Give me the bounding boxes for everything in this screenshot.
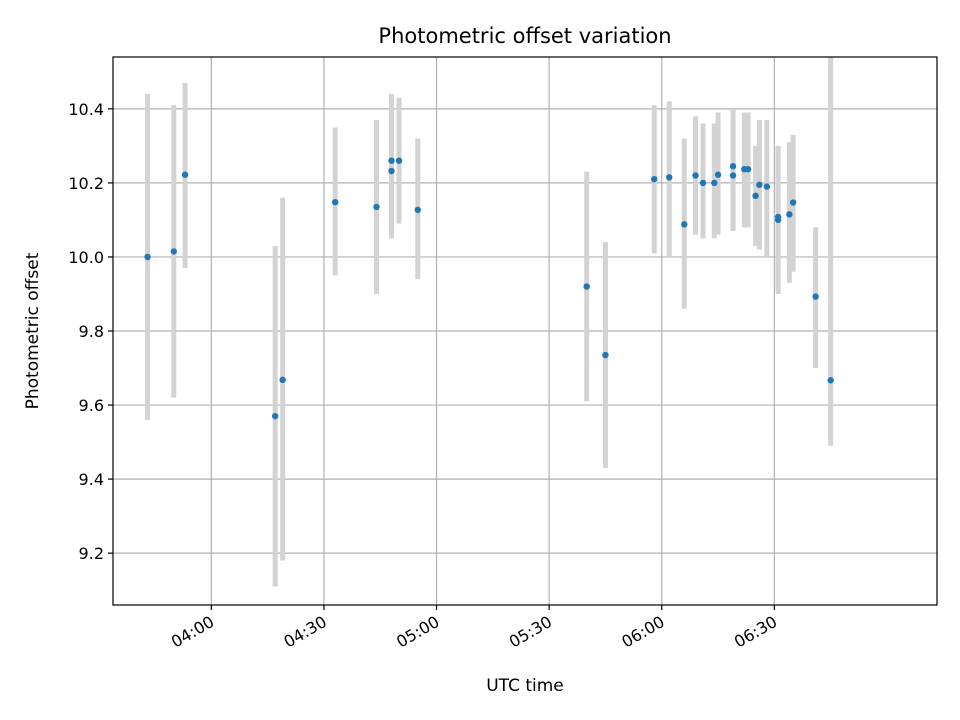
data-point <box>763 183 771 190</box>
data-point <box>789 199 797 206</box>
grid-lines <box>113 57 937 605</box>
data-point <box>827 377 834 384</box>
y-axis-label: Photometric offset <box>23 252 43 409</box>
x-tick-label: 06:00 <box>618 612 667 652</box>
data-point <box>714 171 722 178</box>
data-point <box>711 179 718 187</box>
data-point <box>388 157 395 164</box>
data-point <box>752 192 759 200</box>
x-ticks: 04:00 04:30 05:00 05:30 06:00 06:30 <box>168 605 780 652</box>
data-point <box>279 376 286 384</box>
data-point <box>666 174 673 181</box>
data-point <box>388 167 395 175</box>
data-point <box>756 181 763 188</box>
data-point <box>602 351 609 359</box>
data-point <box>812 293 819 300</box>
y-tick-label: 10.0 <box>68 248 104 267</box>
data-point <box>729 172 737 179</box>
data-point <box>583 283 590 290</box>
data-point <box>271 412 279 420</box>
y-tick-label: 10.4 <box>68 100 104 119</box>
data-point <box>144 253 151 261</box>
data-point <box>681 221 688 228</box>
data-point <box>170 248 178 255</box>
y-tick-label: 9.6 <box>79 396 104 415</box>
data-point <box>774 213 782 221</box>
x-axis-label: UTC time <box>486 676 564 696</box>
data-point <box>651 175 658 183</box>
y-tick-label: 9.2 <box>79 544 104 563</box>
y-ticks: 9.2 9.4 9.6 9.8 10.0 10.2 10.4 <box>68 100 113 563</box>
data-point <box>181 171 189 178</box>
data-point <box>692 172 699 179</box>
x-tick-label: 06:30 <box>731 612 780 652</box>
x-tick-label: 04:30 <box>281 612 330 652</box>
y-tick-label: 9.8 <box>79 322 104 341</box>
x-tick-label: 05:00 <box>393 612 442 652</box>
chart-title: Photometric offset variation <box>378 24 671 48</box>
x-tick-label: 04:00 <box>168 612 217 652</box>
data-point <box>332 198 339 206</box>
data-point <box>786 211 793 218</box>
x-tick-label: 05:30 <box>506 612 555 652</box>
data-point <box>729 163 737 170</box>
data-point <box>414 206 421 214</box>
y-tick-label: 10.2 <box>68 174 104 193</box>
data-points <box>144 157 834 420</box>
data-point <box>373 203 380 211</box>
data-point <box>744 165 752 173</box>
error-bars <box>145 57 834 587</box>
y-tick-label: 9.4 <box>79 470 104 489</box>
data-point <box>699 179 707 187</box>
data-point <box>395 157 403 164</box>
